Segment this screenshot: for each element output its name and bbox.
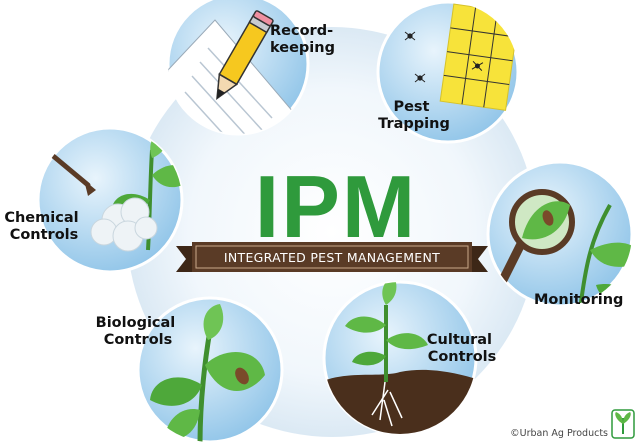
sticky-trap-icon	[404, 3, 518, 111]
recordkeeping-circle	[166, 0, 310, 136]
label-cultural-controls-line1: Cultural	[427, 332, 492, 348]
label-pest-trapping: Pest Trapping	[378, 99, 450, 132]
pest-trapping-circle	[376, 0, 520, 144]
label-chemical-controls-line2: Controls	[10, 227, 79, 243]
label-monitoring: Monitoring	[534, 292, 623, 308]
biological-controls-circle	[136, 296, 284, 444]
insect-icon	[414, 73, 426, 83]
label-recordkeeping: Record- keeping	[270, 23, 338, 56]
label-chemical-controls: Chemical Controls	[4, 210, 83, 243]
chemical-controls-circle	[36, 126, 184, 274]
seedling-roots-icon	[324, 282, 476, 434]
subtitle-banner: INTEGRATED PEST MANAGEMENT	[176, 242, 488, 272]
label-cultural-controls-line2: Controls	[428, 349, 497, 365]
label-biological-controls-line1: Biological	[96, 315, 176, 331]
plant-beetle-icon	[150, 304, 265, 442]
urban-ag-logo-icon	[611, 409, 635, 439]
credit-text: ©Urban Ag Products	[510, 428, 608, 439]
label-recordkeeping-line1: Record-	[270, 23, 333, 39]
ipm-title: IPM	[255, 157, 417, 256]
cultural-controls-circle	[322, 280, 478, 436]
label-biological-controls: Biological Controls	[96, 315, 181, 348]
pencil-paper-icon	[168, 10, 301, 134]
label-recordkeeping-line2: keeping	[270, 40, 335, 56]
label-pest-trapping-line1: Pest	[393, 99, 429, 115]
label-monitoring-line1: Monitoring	[534, 292, 623, 308]
label-cultural-controls: Cultural Controls	[427, 332, 497, 365]
monitoring-circle	[486, 160, 634, 308]
label-chemical-controls-line1: Chemical	[4, 210, 78, 226]
label-pest-trapping-line2: Trapping	[378, 116, 450, 132]
insect-icon	[404, 31, 416, 41]
subtitle-text: INTEGRATED PEST MANAGEMENT	[224, 250, 440, 265]
label-biological-controls-line2: Controls	[104, 332, 173, 348]
